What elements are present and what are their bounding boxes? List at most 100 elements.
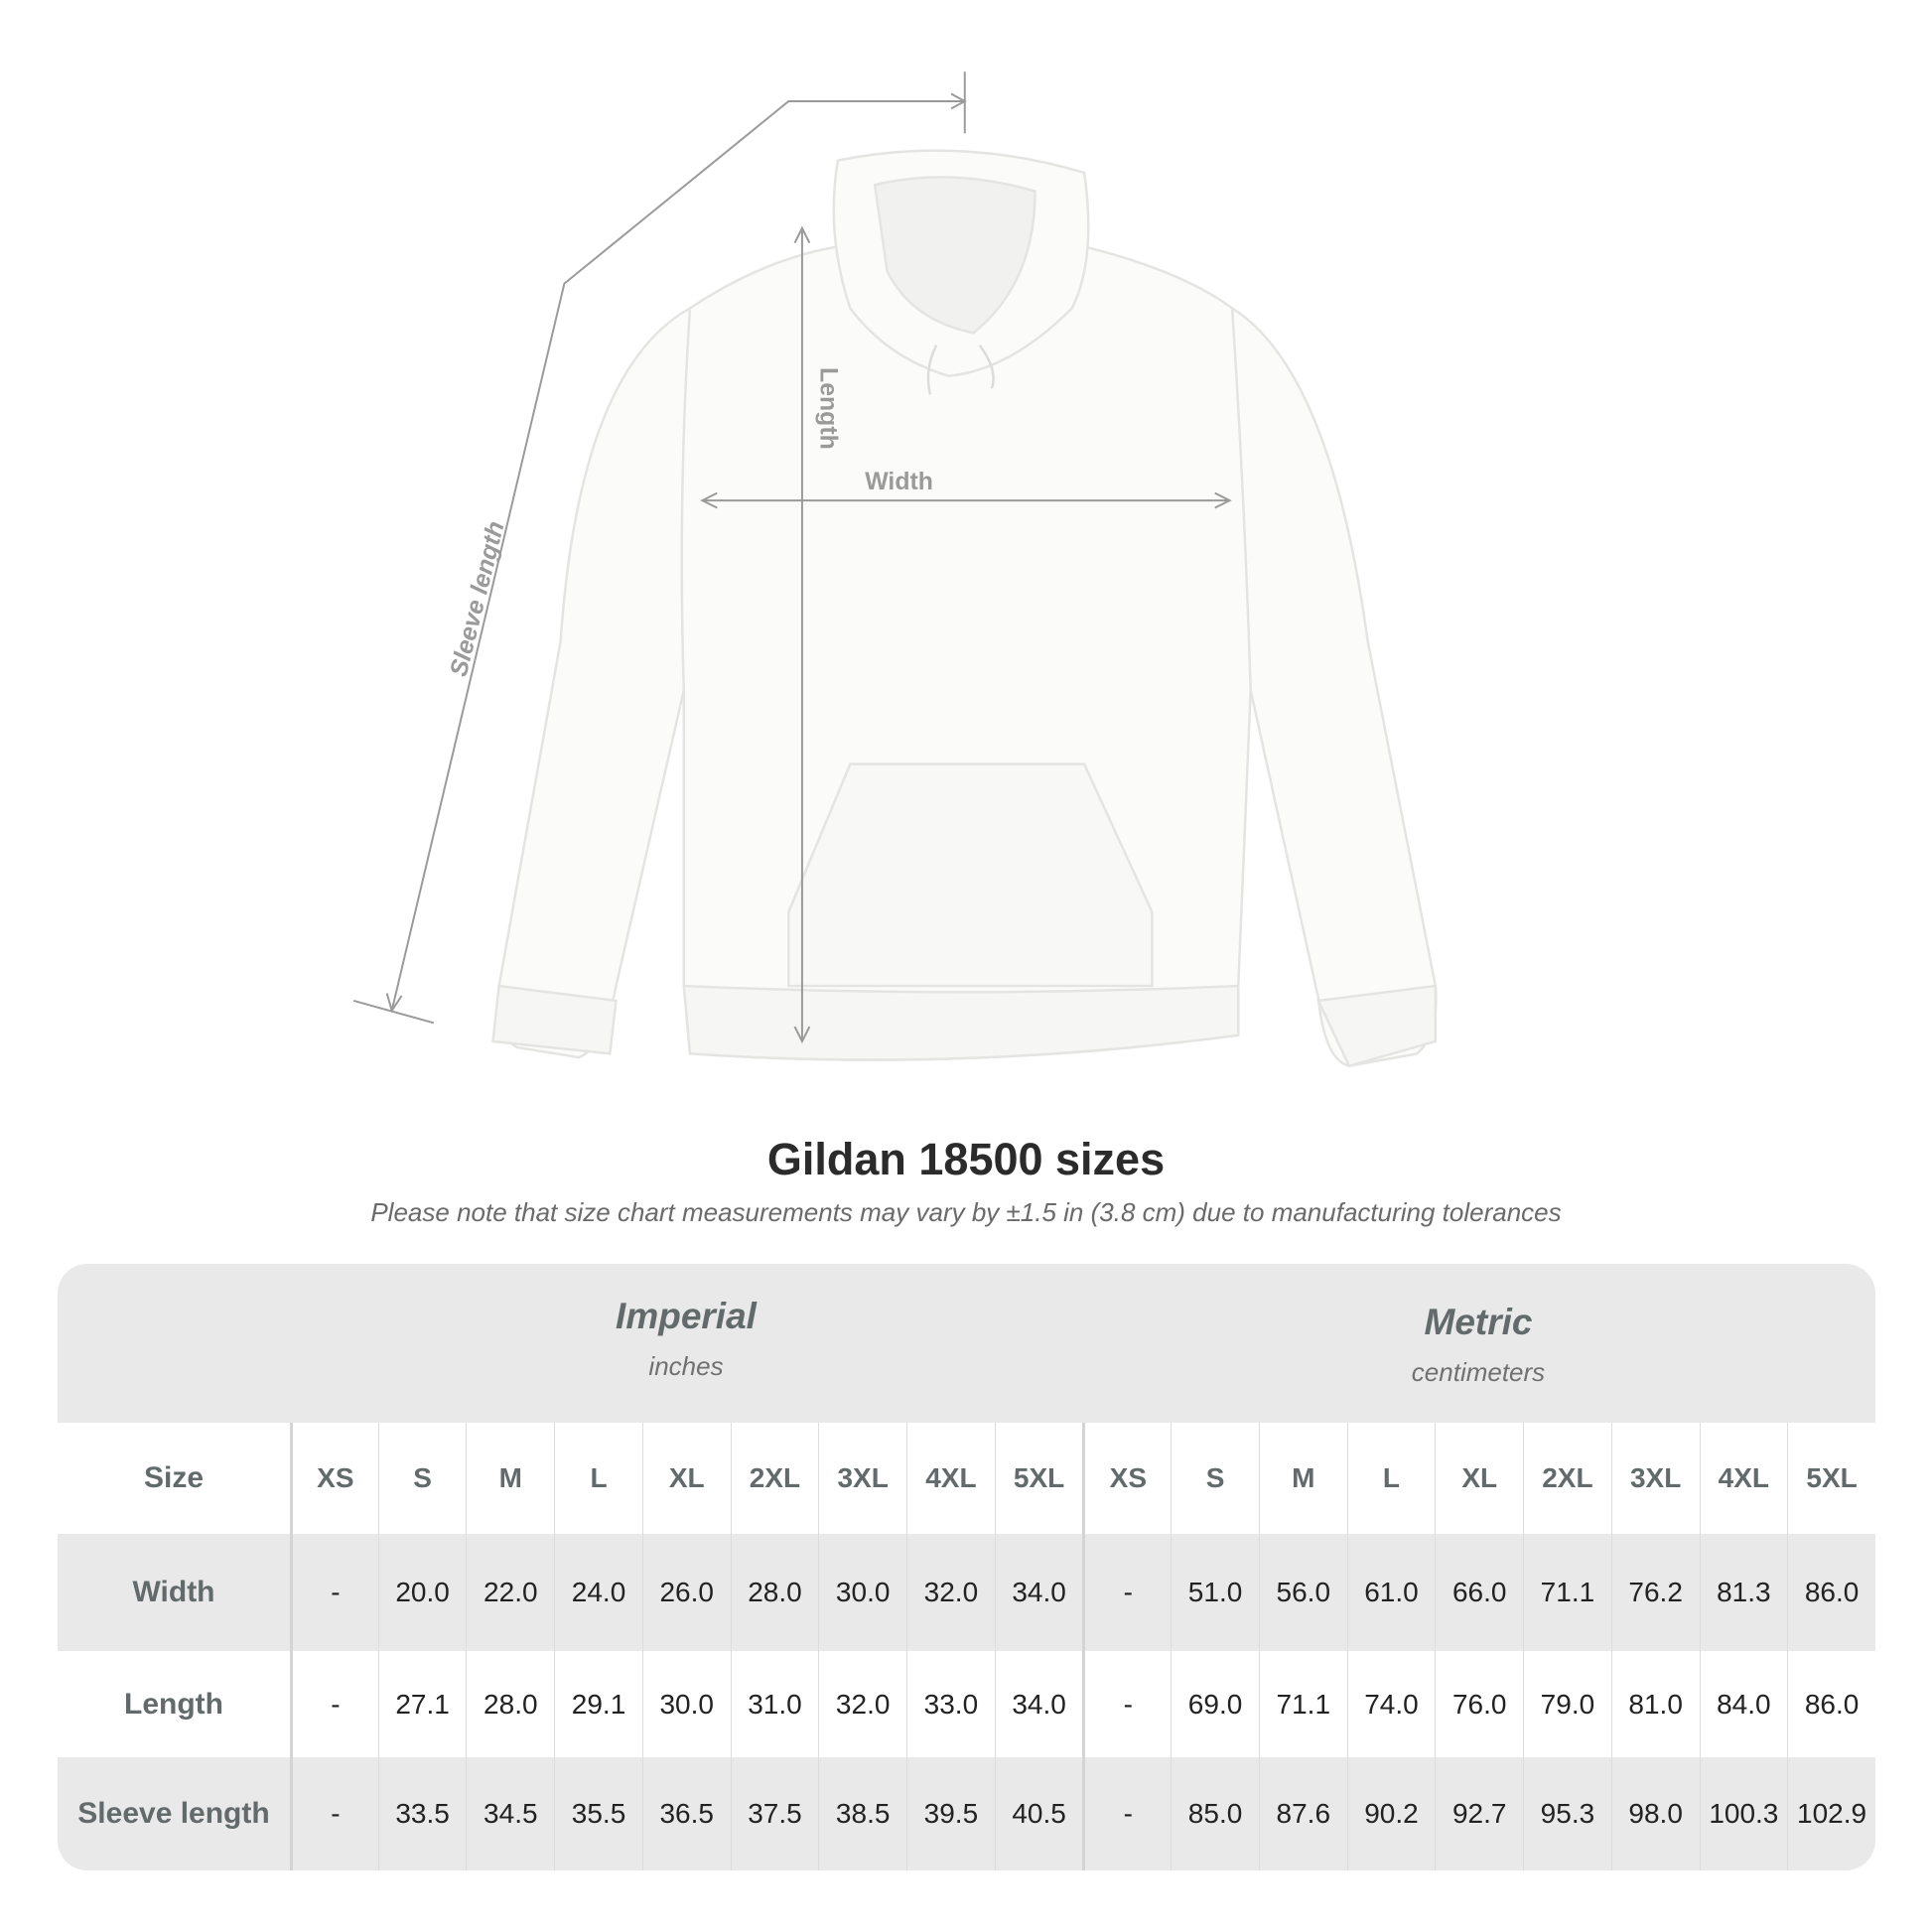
metric-size-header: 5XL [1787, 1423, 1875, 1534]
sleeve-bottom-tick [352, 999, 435, 1025]
metric-value-cell: 61.0 [1346, 1534, 1436, 1651]
imperial-value-cell: 20.0 [377, 1534, 467, 1651]
width-arrows [700, 491, 1232, 509]
metric-size-header: L [1346, 1423, 1436, 1534]
size-table: Imperial inches Metric centimeters Size X… [58, 1264, 1875, 1870]
imperial-value-cell: 40.5 [994, 1757, 1083, 1870]
imperial-value-cell: 28.0 [730, 1534, 819, 1651]
sleeve-arrow-bottom [385, 993, 403, 1014]
row-label: Sleeve length [77, 1797, 270, 1830]
sleeve-length-label: Sleeve length [446, 518, 510, 679]
metric-value-cell: 79.0 [1523, 1651, 1611, 1757]
metric-value-cell: 95.3 [1523, 1757, 1611, 1870]
hoodie-image [491, 149, 1438, 1068]
metric-value-cell: - [1082, 1534, 1171, 1651]
imperial-value-cell: 30.0 [818, 1534, 906, 1651]
page-title: Gildan 18500 sizes [766, 1134, 1166, 1184]
row-label: Size [143, 1461, 205, 1494]
imperial-value-cell: - [290, 1757, 378, 1870]
imperial-value-cell: 34.0 [994, 1651, 1083, 1757]
metric-value-cell: 71.1 [1523, 1534, 1611, 1651]
imperial-value-cell: 24.0 [554, 1534, 642, 1651]
metric-value-cell: 84.0 [1699, 1651, 1788, 1757]
table-row: Width -20.0 22.0 24.0 26.0 28.0 30.0 32.0 34.0-5… [58, 1534, 1875, 1651]
imperial-value-cell: 39.5 [906, 1757, 995, 1870]
metric-value-cell: 90.2 [1346, 1757, 1436, 1870]
imperial-size-header: XS [290, 1423, 378, 1534]
width-label: Width [865, 469, 933, 495]
imperial-value-cell: 36.5 [641, 1757, 731, 1870]
metric-value-cell: 66.0 [1435, 1534, 1523, 1651]
imperial-value-cell: 38.5 [818, 1757, 906, 1870]
imperial-value-cell: 37.5 [730, 1757, 819, 1870]
metric-value-cell: 71.1 [1258, 1651, 1347, 1757]
sleeve-arrow-top [950, 92, 967, 110]
metric-value-cell: 86.0 [1787, 1651, 1875, 1757]
metric-size-header: XL [1435, 1423, 1523, 1534]
imperial-size-header: 4XL [906, 1423, 995, 1534]
imperial-header: Imperial inches [290, 1296, 1082, 1382]
imperial-size-header: S [377, 1423, 467, 1534]
imperial-size-header: L [554, 1423, 642, 1534]
metric-value-cell: 69.0 [1171, 1651, 1259, 1757]
metric-value-cell: 92.7 [1435, 1757, 1523, 1870]
imperial-size-header: M [466, 1423, 554, 1534]
metric-value-cell: 76.2 [1610, 1534, 1700, 1651]
metric-size-header: S [1171, 1423, 1259, 1534]
metric-value-cell: 56.0 [1258, 1534, 1347, 1651]
size-header-row: Size XS S M L XL 2XL 3XL 4XL 5XL XS S M L XL 2XL 3XL 4XL 5… [58, 1423, 1875, 1534]
hoodie-diagram: Sleeve length Length Width [352, 71, 1438, 1068]
imperial-unit: inches [648, 1351, 724, 1381]
unit-header-band [58, 1264, 1875, 1423]
row-label: Length [124, 1687, 223, 1721]
metric-value-cell: 102.9 [1787, 1757, 1875, 1870]
metric-value-cell: 81.0 [1610, 1651, 1700, 1757]
metric-size-header: 3XL [1610, 1423, 1700, 1534]
table-row: Length -27.1 28.0 29.1 30.0 31.0 32.0 33.0 34.0-… [58, 1651, 1875, 1757]
imperial-value-cell: 22.0 [466, 1534, 554, 1651]
imperial-value-cell: 35.5 [554, 1757, 642, 1870]
metric-value-cell: 85.0 [1171, 1757, 1259, 1870]
imperial-value-cell: 32.0 [906, 1534, 995, 1651]
imperial-value-cell: 33.5 [377, 1757, 467, 1870]
imperial-value-cell: 34.0 [994, 1534, 1083, 1651]
metric-value-cell: - [1082, 1757, 1171, 1870]
metric-value-cell: 87.6 [1258, 1757, 1347, 1870]
metric-size-header: 4XL [1699, 1423, 1788, 1534]
metric-unit: centimeters [1411, 1357, 1546, 1387]
metric-title: Metric [1424, 1302, 1533, 1342]
metric-size-header: XS [1082, 1423, 1171, 1534]
metric-value-cell: 81.3 [1699, 1534, 1788, 1651]
metric-value-cell: 100.3 [1699, 1757, 1788, 1870]
imperial-value-cell: 31.0 [730, 1651, 819, 1757]
metric-value-cell: 76.0 [1435, 1651, 1523, 1757]
imperial-value-cell: 26.0 [641, 1534, 731, 1651]
imperial-value-cell: - [290, 1534, 378, 1651]
imperial-value-cell: 27.1 [377, 1651, 467, 1757]
imperial-title: Imperial [616, 1296, 757, 1336]
row-label: Width [132, 1576, 215, 1608]
length-label: Length [815, 367, 842, 450]
imperial-value-cell: 33.0 [906, 1651, 995, 1757]
imperial-value-cell: 28.0 [466, 1651, 554, 1757]
metric-value-cell: 51.0 [1171, 1534, 1259, 1651]
metric-value-cell: 98.0 [1610, 1757, 1700, 1870]
metric-value-cell: - [1082, 1651, 1171, 1757]
imperial-value-cell: 32.0 [818, 1651, 906, 1757]
imperial-value-cell: - [290, 1651, 378, 1757]
length-arrows [793, 225, 811, 1044]
imperial-size-header: 5XL [994, 1423, 1083, 1534]
metric-size-header: M [1258, 1423, 1347, 1534]
imperial-value-cell: 34.5 [466, 1757, 554, 1870]
sleeve-length-line [390, 99, 965, 1012]
measurement-lines [352, 71, 1232, 1044]
imperial-size-header: 2XL [730, 1423, 819, 1534]
imperial-value-cell: 30.0 [641, 1651, 731, 1757]
imperial-size-header: 3XL [818, 1423, 906, 1534]
imperial-value-cell: 29.1 [554, 1651, 642, 1757]
metric-value-cell: 86.0 [1787, 1534, 1875, 1651]
metric-size-header: 2XL [1523, 1423, 1611, 1534]
metric-header: Metric centimeters [1082, 1302, 1874, 1388]
tolerance-note: Please note that size chart measurements… [370, 1197, 1562, 1227]
imperial-size-header: XL [641, 1423, 731, 1534]
